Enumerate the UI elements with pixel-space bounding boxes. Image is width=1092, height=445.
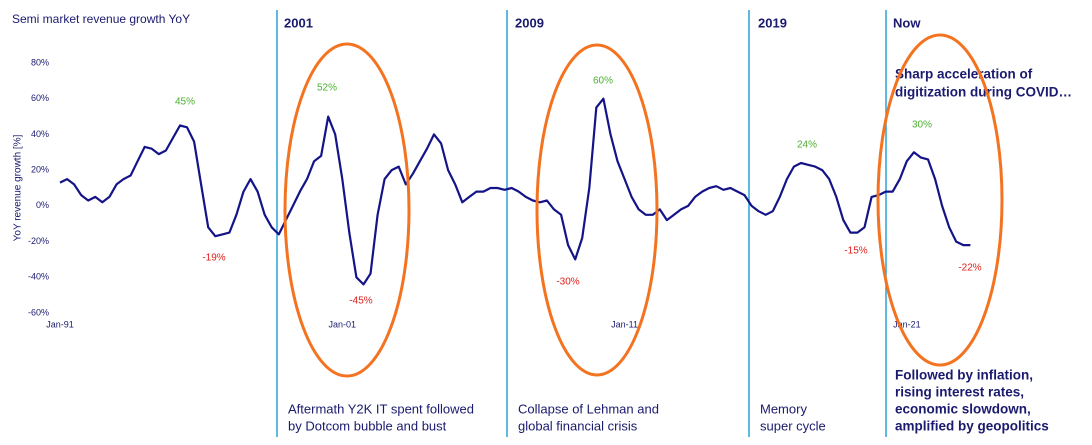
period-title: 2001: [284, 15, 313, 30]
period-title: 2009: [515, 15, 544, 30]
x-tick-label: Jan-21: [893, 319, 921, 329]
chart-title: Semi market revenue growth YoY: [12, 12, 190, 26]
period-caption: Collapse of Lehman and: [518, 401, 659, 416]
highlight-ellipse: [535, 43, 659, 377]
trough-label: -19%: [202, 253, 225, 264]
plot-area: -60% -40% -20% 0% 20% 40% 60% 80% Jan-91 Jan-01 Ja…: [28, 57, 971, 329]
period-note: Sharp acceleration of: [895, 67, 1033, 82]
period-caption: by Dotcom bubble and bust: [288, 418, 447, 433]
y-axis-label: YoY revenue growth [%]: [13, 134, 24, 241]
x-tick-label: Jan-11: [611, 319, 638, 329]
period-caption: amplified by geopolitics: [895, 419, 1049, 434]
trough-label: -45%: [349, 296, 372, 307]
period-caption: Memory: [760, 401, 807, 416]
x-tick-label: Jan-91: [46, 319, 74, 329]
y-tick-label: -20%: [28, 236, 49, 246]
peak-label: 24%: [797, 140, 817, 151]
y-tick-label: -60%: [28, 307, 49, 317]
y-tick-label: 0%: [36, 200, 49, 210]
x-tick-label: Jan-01: [329, 319, 357, 329]
trough-label: -22%: [958, 263, 981, 274]
period-caption: global financial crisis: [518, 418, 638, 433]
peak-label: 45%: [175, 97, 195, 108]
period-note: digitization during COVID…: [895, 85, 1072, 100]
trough-label: -15%: [844, 246, 867, 257]
period-caption: Aftermath Y2K IT spent followed: [288, 401, 474, 416]
y-tick-label: 80%: [31, 57, 49, 67]
highlight-ellipse: [283, 42, 411, 378]
y-tick-label: -40%: [28, 272, 49, 282]
period-caption: economic slowdown,: [895, 402, 1031, 417]
period-title: Now: [893, 15, 921, 30]
period-caption: rising interest rates,: [895, 385, 1024, 400]
trough-label: -30%: [556, 277, 579, 288]
peak-label: 60%: [593, 76, 613, 87]
period-caption: Followed by inflation,: [895, 368, 1033, 383]
y-tick-label: 20%: [31, 165, 49, 175]
y-tick-label: 40%: [31, 129, 49, 139]
period-title: 2019: [758, 15, 787, 30]
revenue-growth-line: [59, 97, 971, 286]
y-tick-label: 60%: [31, 93, 49, 103]
peak-label: 30%: [912, 120, 932, 131]
period-caption: super cycle: [760, 418, 826, 433]
highlight-ellipse: [876, 33, 1004, 367]
peak-label: 52%: [317, 83, 337, 94]
